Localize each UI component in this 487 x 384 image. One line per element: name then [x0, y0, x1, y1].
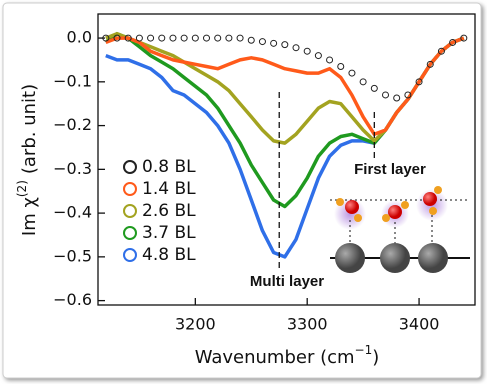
data-point: [270, 39, 278, 47]
data-point: [158, 34, 166, 42]
legend-label: 1.4 BL: [142, 179, 196, 199]
data-point: [303, 47, 311, 55]
data-point: [258, 38, 266, 46]
data-point: [247, 36, 255, 44]
data-point: [113, 34, 121, 42]
annotation: Multi layer: [250, 273, 324, 290]
data-point: [460, 34, 468, 42]
y-label-text: Im χ: [19, 197, 40, 236]
data-point: [180, 34, 188, 42]
data-point: [225, 34, 233, 42]
legend-label: 3.7 BL: [142, 223, 196, 243]
x-tick-label: 3400: [399, 315, 440, 334]
x-tick-label: 3200: [175, 315, 216, 334]
data-point: [135, 34, 143, 42]
y-label-sup: (2): [15, 180, 29, 197]
x-tick-label: 3300: [287, 315, 328, 334]
data-point: [236, 34, 244, 42]
y-tick-label: 0.0: [67, 28, 92, 47]
y-tick-label: −0.4: [53, 203, 92, 222]
y-label-suffix: (arb. unit): [19, 84, 40, 174]
data-point: [124, 34, 132, 42]
data-point: [191, 34, 199, 42]
series-line: [105, 36, 465, 137]
legend-label: 4.8 BL: [142, 245, 196, 265]
data-point: [203, 34, 211, 42]
data-point: [314, 52, 322, 60]
y-axis-label: Im χ(2) (arb. unit): [15, 84, 41, 236]
x-label-sup: −1: [355, 343, 373, 357]
data-point: [404, 91, 412, 99]
axes-box: [97, 13, 476, 306]
legend-marker: [123, 226, 137, 240]
data-point: [337, 63, 345, 71]
legend-label: 2.6 BL: [142, 201, 196, 221]
y-tick-label: −0.1: [53, 71, 92, 90]
y-tick-label: −0.3: [53, 159, 92, 178]
data-point: [292, 44, 300, 52]
data-point: [326, 56, 334, 64]
y-tick-label: −0.6: [53, 290, 92, 309]
data-point: [169, 34, 177, 42]
data-point: [214, 34, 222, 42]
plot-area: [102, 31, 468, 259]
frame: [2, 2, 482, 379]
x-label-suffix: ): [372, 347, 379, 368]
x-label-text: Wavenumber (cm: [195, 347, 355, 368]
data-point: [437, 47, 445, 55]
legend-label: 0.8 BL: [142, 157, 196, 177]
data-point: [393, 94, 401, 102]
legend-marker: [123, 160, 137, 174]
data-point: [415, 78, 423, 86]
legend-marker: [123, 182, 137, 196]
data-point: [370, 84, 378, 92]
molecule-illustration: [330, 186, 470, 273]
data-point: [348, 69, 356, 77]
data-point: [426, 60, 434, 68]
x-axis-label: Wavenumber (cm−1): [195, 343, 380, 369]
y-tick-label: −0.5: [53, 246, 92, 265]
data-point: [359, 78, 367, 86]
data-point: [382, 91, 390, 99]
data-point: [449, 38, 457, 46]
legend-marker: [123, 204, 137, 218]
y-tick-label: −0.2: [53, 115, 92, 134]
data-point: [147, 34, 155, 42]
legend-marker: [123, 248, 137, 262]
annotation: First layer: [354, 161, 426, 178]
data-point: [281, 41, 289, 49]
